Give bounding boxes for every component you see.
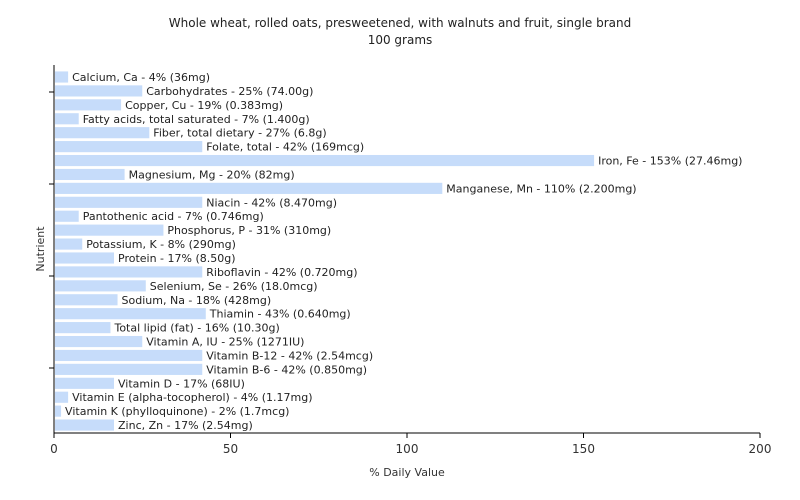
- bar-label: Protein - 17% (8.50g): [118, 252, 236, 265]
- bar-label: Copper, Cu - 19% (0.383mg): [125, 99, 283, 112]
- bar-label: Riboflavin - 42% (0.720mg): [206, 266, 357, 279]
- bar-label: Thiamin - 43% (0.640mg): [209, 308, 351, 321]
- bar-label: Phosphorus, P - 31% (310mg): [167, 224, 331, 237]
- bar: [55, 182, 443, 194]
- bar-label: Iron, Fe - 153% (27.46mg): [598, 155, 742, 168]
- bar: [55, 71, 69, 83]
- bar-label: Manganese, Mn - 110% (2.200mg): [446, 182, 636, 195]
- x-tick-label: 200: [749, 442, 772, 456]
- bar: [55, 224, 164, 236]
- bar-label: Vitamin A, IU - 25% (1271IU): [146, 336, 304, 349]
- bar: [55, 308, 206, 320]
- bar: [55, 238, 83, 250]
- x-tick-label: 50: [223, 442, 238, 456]
- bar: [55, 349, 203, 362]
- bar: [55, 210, 79, 222]
- bar: [55, 280, 146, 292]
- bar-label: Vitamin B-12 - 42% (2.54mcg): [206, 349, 373, 362]
- bar: [55, 294, 118, 306]
- bar-label: Vitamin D - 17% (68IU): [118, 377, 245, 390]
- bar: [55, 335, 143, 348]
- bar-label: Magnesium, Mg - 20% (82mg): [129, 168, 295, 181]
- bar: [55, 377, 115, 389]
- bar-label: Sodium, Na - 18% (428mg): [122, 294, 272, 307]
- bar-label: Fatty acids, total saturated - 7% (1.400…: [83, 113, 310, 126]
- bar: [55, 113, 79, 125]
- bar-label: Selenium, Se - 26% (18.0mcg): [150, 280, 318, 293]
- y-ticks-layer: [49, 91, 54, 369]
- bar-label: Calcium, Ca - 4% (36mg): [72, 71, 210, 84]
- bar-label: Potassium, K - 8% (290mg): [86, 238, 236, 251]
- chart-subtitle: 100 grams: [368, 33, 433, 47]
- bar: [55, 405, 62, 417]
- bar-label: Vitamin K (phylloquinone) - 2% (1.7mcg): [65, 405, 289, 418]
- bar: [55, 99, 122, 111]
- bar: [55, 141, 203, 153]
- bar-label: Total lipid (fat) - 16% (10.30g): [113, 322, 279, 335]
- bar: [55, 322, 111, 334]
- bar: [55, 419, 115, 431]
- bar-label: Zinc, Zn - 17% (2.54mg): [118, 419, 253, 432]
- bar-label: Niacin - 42% (8.470mg): [206, 196, 337, 209]
- bar: [55, 154, 595, 167]
- bar: [55, 127, 150, 139]
- chart-title: Whole wheat, rolled oats, presweetened, …: [169, 16, 631, 30]
- bar: [55, 266, 203, 278]
- bar-label: Carbohydrates - 25% (74.00g): [146, 85, 313, 98]
- x-tick-label: 0: [50, 442, 58, 456]
- y-axis-label: Nutrient: [34, 226, 47, 272]
- bar-label: Fiber, total dietary - 27% (6.8g): [153, 127, 326, 140]
- bar-label: Folate, total - 42% (169mcg): [206, 141, 364, 154]
- x-tick-label: 100: [396, 442, 419, 456]
- bar-label: Vitamin B-6 - 42% (0.850mg): [206, 363, 367, 376]
- bar-label: Vitamin E (alpha-tocopherol) - 4% (1.17m…: [72, 391, 312, 404]
- x-ticks-layer: 0 50 100 150 200: [50, 433, 771, 456]
- bar: [55, 391, 69, 403]
- bar: [55, 196, 203, 208]
- bar-label: Pantothenic acid - 7% (0.746mg): [83, 210, 264, 223]
- bars-layer: Calcium, Ca - 4% (36mg)Carbohydrates - 2…: [55, 71, 742, 432]
- x-axis-label: % Daily Value: [369, 466, 445, 479]
- bar: [55, 252, 115, 264]
- bar: [55, 168, 125, 181]
- bar: [55, 363, 203, 375]
- bar: [55, 85, 143, 97]
- x-tick-label: 150: [572, 442, 595, 456]
